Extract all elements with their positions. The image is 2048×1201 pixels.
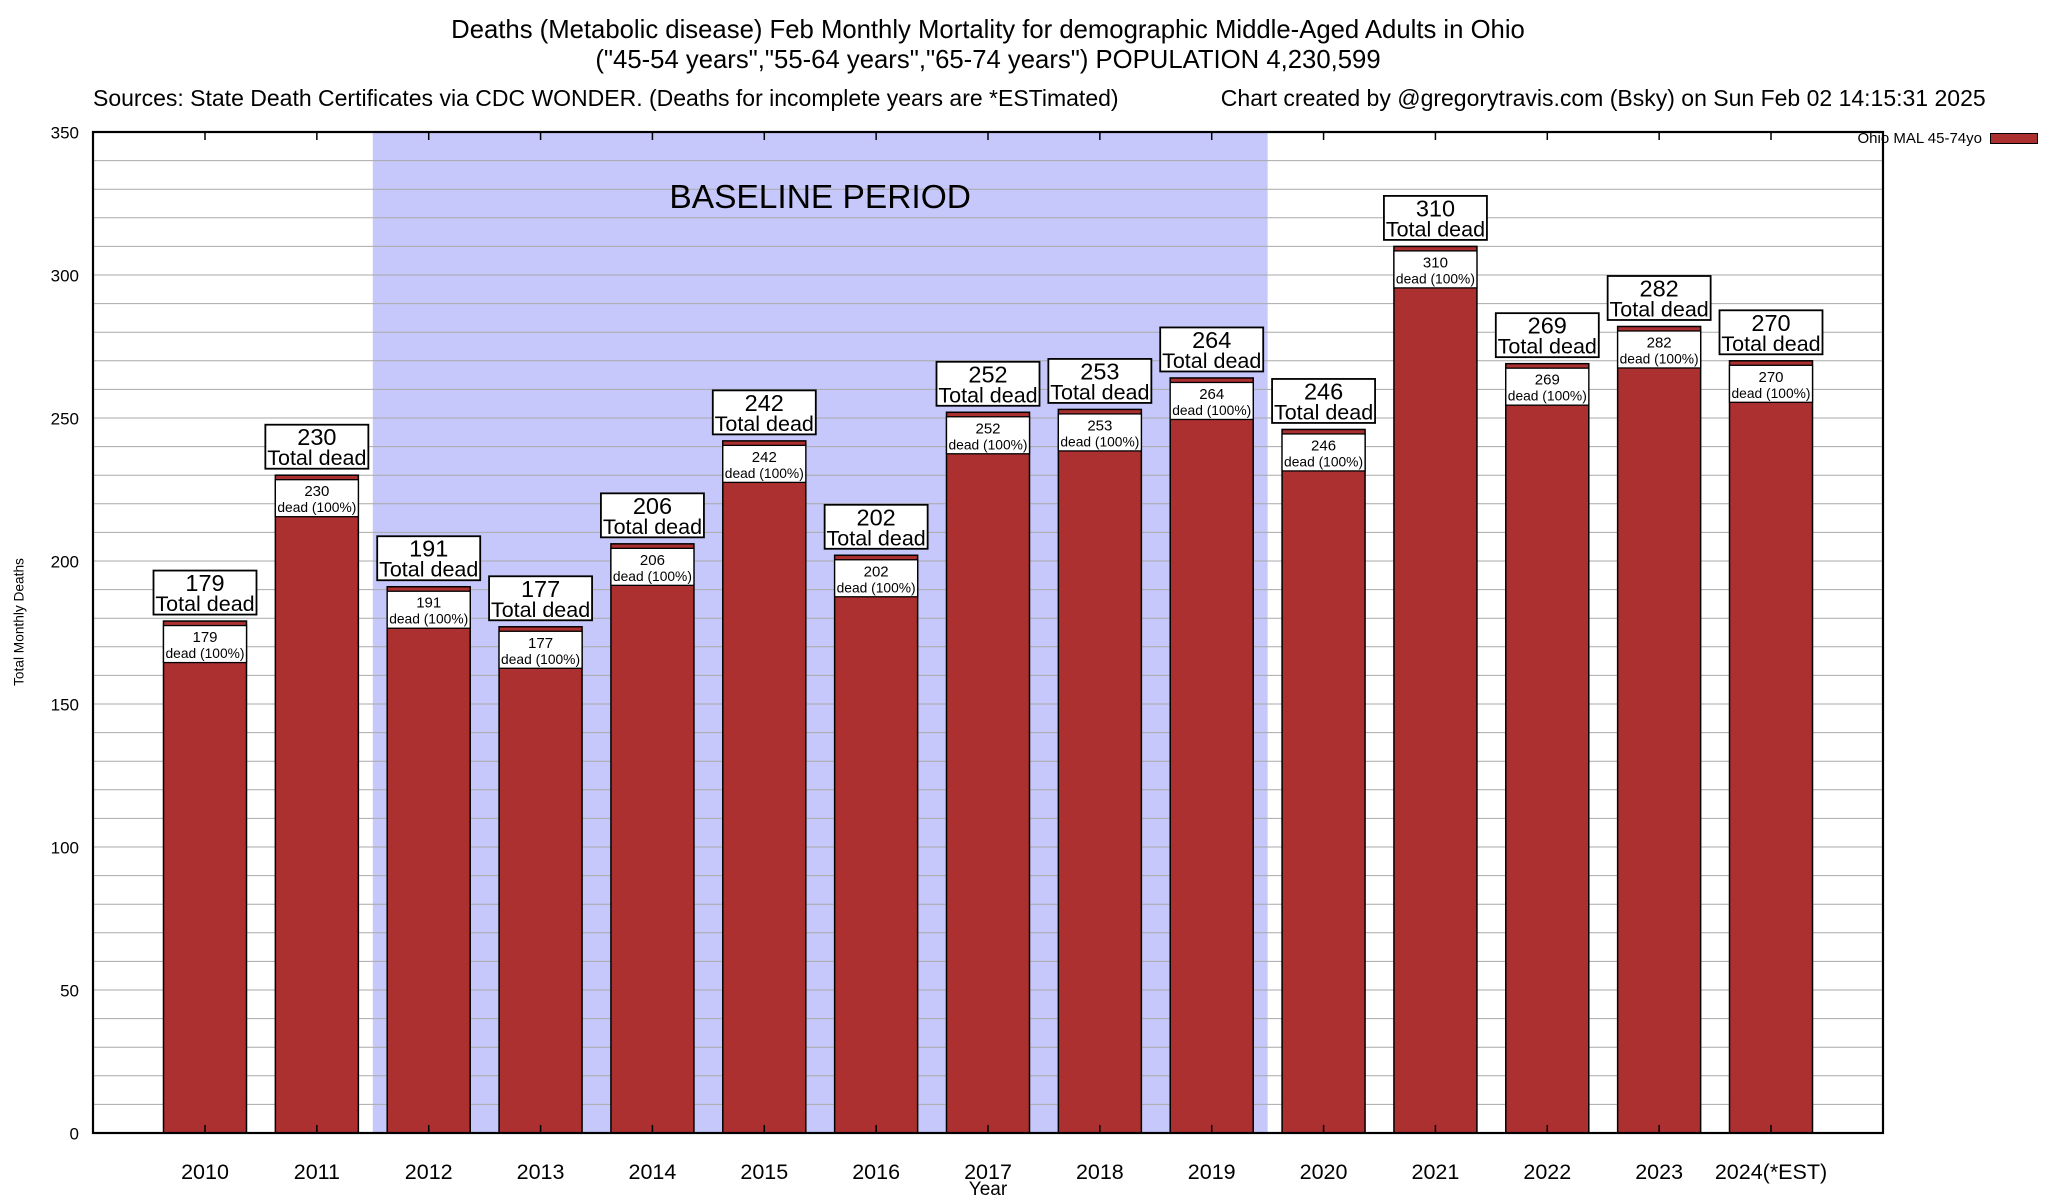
svg-text:2013: 2013 — [517, 1160, 565, 1184]
svg-text:282: 282 — [1647, 334, 1672, 351]
svg-text:310: 310 — [1423, 254, 1448, 271]
svg-text:dead (100%): dead (100%) — [277, 500, 356, 515]
svg-text:2014: 2014 — [629, 1160, 677, 1184]
svg-text:2012: 2012 — [405, 1160, 453, 1184]
svg-text:200: 200 — [51, 553, 79, 572]
svg-text:2023: 2023 — [1635, 1160, 1683, 1184]
svg-text:0: 0 — [70, 1125, 79, 1144]
svg-text:2010: 2010 — [181, 1160, 229, 1184]
svg-text:50: 50 — [60, 982, 79, 1001]
svg-text:dead (100%): dead (100%) — [1060, 434, 1139, 449]
svg-text:264: 264 — [1199, 386, 1224, 403]
svg-text:Total dead: Total dead — [715, 412, 814, 436]
svg-text:252: 252 — [975, 420, 1000, 437]
svg-text:2019: 2019 — [1188, 1160, 1236, 1184]
svg-text:Total dead: Total dead — [1050, 380, 1149, 404]
svg-text:dead (100%): dead (100%) — [613, 569, 692, 584]
svg-text:dead (100%): dead (100%) — [1284, 454, 1363, 469]
svg-text:dead (100%): dead (100%) — [948, 437, 1027, 452]
svg-text:Total dead: Total dead — [1162, 349, 1261, 373]
svg-text:Total dead: Total dead — [1721, 332, 1820, 356]
svg-text:2016: 2016 — [852, 1160, 900, 1184]
svg-text:269: 269 — [1535, 372, 1560, 389]
svg-text:202: 202 — [864, 563, 889, 580]
svg-text:dead (100%): dead (100%) — [1172, 403, 1251, 418]
svg-text:2011: 2011 — [294, 1160, 340, 1184]
svg-text:2021: 2021 — [1412, 1160, 1460, 1184]
svg-text:Total dead: Total dead — [1386, 217, 1485, 241]
svg-text:246: 246 — [1311, 437, 1336, 454]
svg-text:Total dead: Total dead — [491, 598, 590, 622]
svg-text:2018: 2018 — [1076, 1160, 1124, 1184]
svg-text:191: 191 — [416, 595, 441, 612]
svg-text:Total dead: Total dead — [1498, 335, 1597, 359]
svg-text:270: 270 — [1758, 369, 1783, 386]
svg-text:dead (100%): dead (100%) — [1620, 351, 1699, 366]
svg-text:2022: 2022 — [1523, 1160, 1571, 1184]
svg-text:2015: 2015 — [740, 1160, 788, 1184]
svg-text:Total dead: Total dead — [938, 383, 1037, 407]
svg-text:BASELINE PERIOD: BASELINE PERIOD — [669, 179, 971, 216]
svg-text:100: 100 — [51, 839, 79, 858]
svg-text:dead (100%): dead (100%) — [1508, 389, 1587, 404]
svg-text:2024(*EST): 2024(*EST) — [1715, 1160, 1827, 1184]
svg-text:150: 150 — [51, 696, 79, 715]
svg-text:300: 300 — [51, 267, 79, 286]
svg-text:Total dead: Total dead — [379, 558, 478, 582]
svg-text:242: 242 — [752, 449, 777, 466]
svg-text:250: 250 — [51, 410, 79, 429]
svg-text:2020: 2020 — [1300, 1160, 1348, 1184]
svg-text:350: 350 — [51, 124, 79, 143]
svg-text:dead (100%): dead (100%) — [389, 612, 468, 627]
svg-text:253: 253 — [1087, 417, 1112, 434]
svg-text:Total dead: Total dead — [603, 515, 702, 539]
svg-text:Total dead: Total dead — [1274, 400, 1373, 424]
svg-text:Total dead: Total dead — [267, 446, 366, 470]
svg-text:179: 179 — [192, 629, 217, 646]
svg-text:Total dead: Total dead — [155, 592, 254, 616]
svg-text:dead (100%): dead (100%) — [837, 580, 916, 595]
svg-text:206: 206 — [640, 552, 665, 569]
svg-text:dead (100%): dead (100%) — [725, 466, 804, 481]
svg-text:dead (100%): dead (100%) — [1731, 386, 1810, 401]
svg-text:dead (100%): dead (100%) — [1396, 271, 1475, 286]
svg-text:dead (100%): dead (100%) — [165, 646, 244, 661]
svg-text:dead (100%): dead (100%) — [501, 652, 580, 667]
svg-text:177: 177 — [528, 635, 553, 652]
svg-text:Total dead: Total dead — [1610, 297, 1709, 321]
svg-text:Total dead: Total dead — [827, 526, 926, 550]
svg-text:230: 230 — [304, 483, 329, 500]
